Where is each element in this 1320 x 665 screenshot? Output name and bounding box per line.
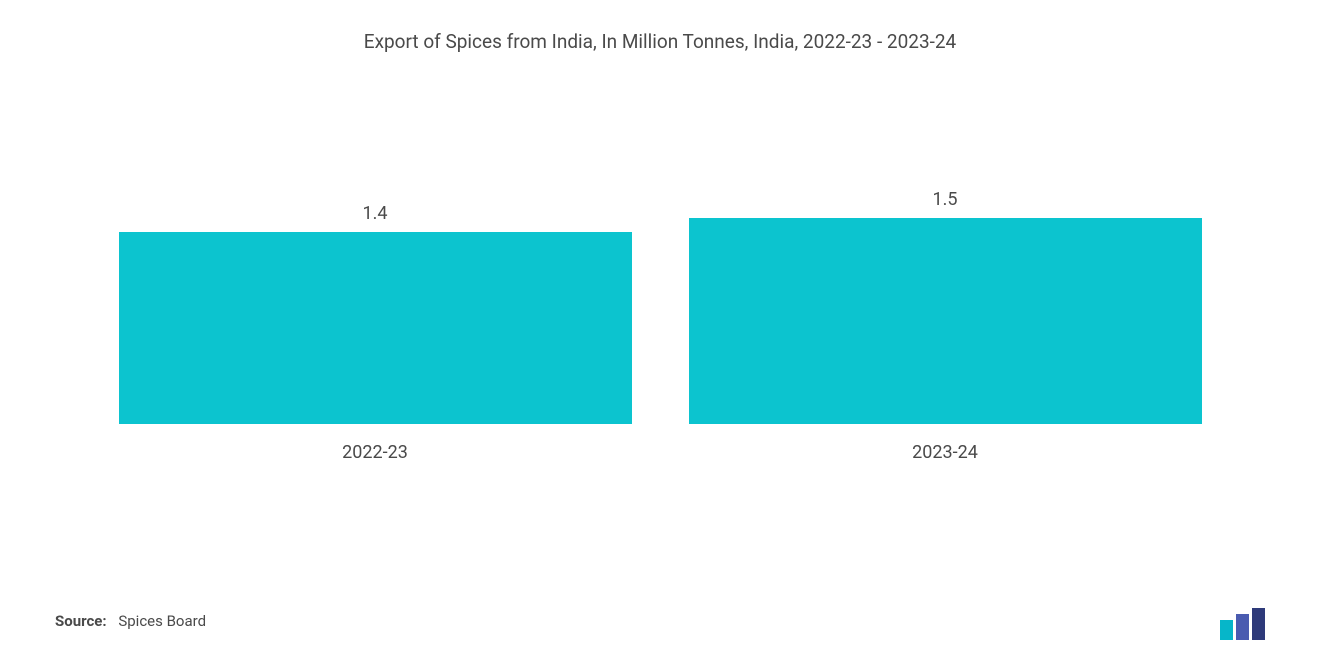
brand-logo-icon <box>1220 608 1270 640</box>
chart-area: 1.4 2022-23 1.5 2023-24 <box>50 83 1270 533</box>
bar-label-1: 2023-24 <box>912 442 978 463</box>
chart-title: Export of Spices from India, In Million … <box>50 30 1270 53</box>
bar-group-0: 1.4 2022-23 <box>119 203 632 463</box>
bar-1 <box>689 218 1202 424</box>
bar-value-0: 1.4 <box>363 203 388 224</box>
bars-wrapper: 1.4 2022-23 1.5 2023-24 <box>50 83 1270 463</box>
source-value: Spices Board <box>118 612 206 630</box>
bar-label-0: 2022-23 <box>342 442 408 463</box>
source-label: Source: <box>55 612 107 630</box>
bar-value-1: 1.5 <box>933 189 958 210</box>
bar-0 <box>119 232 632 424</box>
bar-group-1: 1.5 2023-24 <box>689 189 1202 463</box>
source-line: Source: Spices Board <box>55 612 206 630</box>
chart-container: Export of Spices from India, In Million … <box>0 0 1320 665</box>
